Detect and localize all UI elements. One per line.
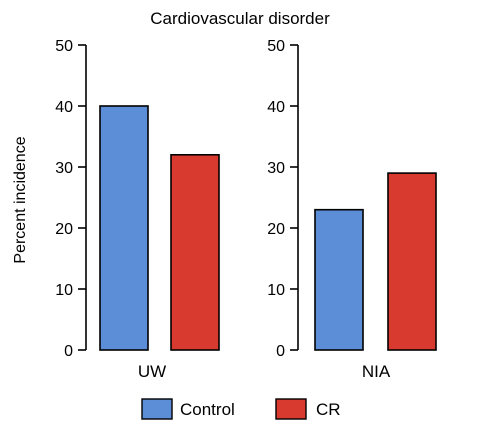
legend-item-control: Control [141, 398, 235, 420]
y-tick-label: 20 [267, 221, 285, 238]
y-tick-label: 30 [55, 160, 73, 177]
bar-nia-control [314, 208, 364, 351]
panel-uw: 0 10 20 30 40 50 UW [55, 38, 220, 381]
y-axis-label: Percent incidence [12, 136, 29, 263]
y-tick-label: 10 [55, 282, 73, 299]
y-tick-label: 40 [267, 99, 285, 116]
category-label-nia: NIA [362, 362, 391, 381]
legend-label: CR [316, 400, 341, 419]
y-tick-label: 0 [64, 343, 73, 360]
legend-swatch [275, 398, 307, 420]
y-tick-label: 10 [267, 282, 285, 299]
y-tick-label: 50 [267, 38, 285, 55]
bar-nia-cr [387, 172, 437, 351]
y-tick-label: 30 [267, 160, 285, 177]
legend-item-cr: CR [275, 398, 341, 420]
legend: Control CR [141, 398, 341, 420]
legend-label: Control [180, 400, 235, 419]
y-tick-label: 0 [276, 343, 285, 360]
chart-title: Cardiovascular disorder [150, 9, 330, 28]
y-tick-label: 40 [55, 99, 73, 116]
category-label-uw: UW [138, 362, 166, 381]
legend-swatch [141, 398, 173, 420]
y-tick-label: 20 [55, 221, 73, 238]
chart-panels: 0 10 20 30 40 50 UW 0 10 20 30 40 50 NIA [55, 38, 437, 381]
bar-uw-control [99, 105, 149, 351]
y-tick-label: 50 [55, 38, 73, 55]
bar-uw-cr [170, 154, 220, 351]
panel-nia: 0 10 20 30 40 50 NIA [267, 38, 437, 381]
